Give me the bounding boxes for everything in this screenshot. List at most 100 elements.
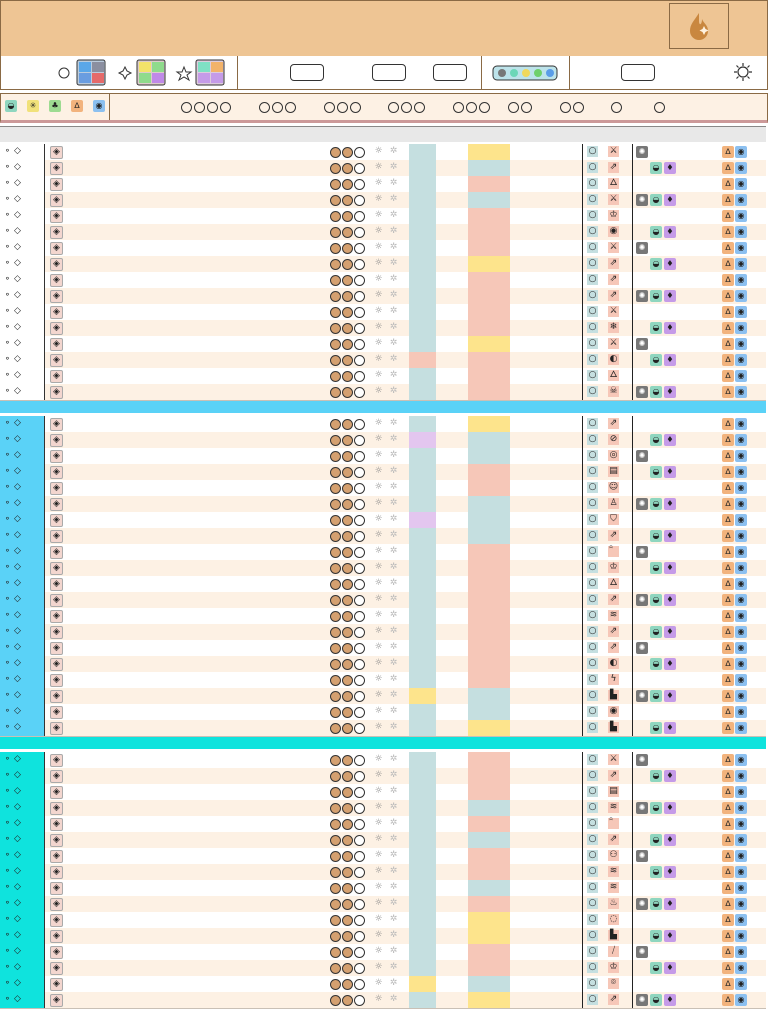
diamond-icon[interactable]: ◇ — [14, 530, 21, 540]
sun-icon[interactable]: ☼ — [374, 306, 383, 316]
character-icon[interactable]: ◈ — [50, 482, 63, 495]
filter-pill-4[interactable] — [621, 64, 655, 81]
circle-toggle[interactable]: ○ — [587, 754, 598, 765]
constellation-dot[interactable] — [354, 803, 365, 814]
constellation-dot[interactable] — [354, 643, 365, 654]
constellation-dot[interactable] — [342, 675, 353, 686]
constellation-dot[interactable] — [342, 435, 353, 446]
constellation-dot[interactable] — [354, 867, 365, 878]
constellation-dot[interactable] — [330, 531, 341, 542]
circle-toggle[interactable]: ○ — [587, 322, 598, 333]
table-row[interactable]: ∘ ◇ ◈ ☼ ✲ ○ ❄ ᐃ ◉ ◒ ♦ — [0, 320, 766, 337]
table-row[interactable]: ∘ ◇ ◈ ☼ ✲ ○ ◉ ᐃ ◉ ◒ ♦ — [0, 224, 766, 241]
diamond-icon[interactable]: ◇ — [14, 146, 21, 156]
diamond-icon[interactable]: ◇ — [14, 546, 21, 556]
constellation-dot[interactable] — [330, 867, 341, 878]
constellation-dot[interactable] — [354, 211, 365, 222]
sun-icon[interactable]: ☼ — [374, 194, 383, 204]
diamond-icon[interactable]: ◇ — [14, 162, 21, 172]
table-row[interactable]: ∘ ◇ ◈ ☼ ✲ ○ ⚇ ᐃ ◉ ✺ — [0, 848, 766, 865]
diamond-icon[interactable]: ◇ — [14, 722, 21, 732]
circle-toggle[interactable]: ○ — [587, 658, 598, 669]
circle-toggle[interactable]: ○ — [587, 818, 598, 829]
constellation-dot[interactable] — [354, 771, 365, 782]
constellation-dot[interactable] — [330, 787, 341, 798]
table-row[interactable]: ∘ ◇ ◈ ☼ ✲ ○ ≋ ᐃ ◉ ◒ ♦ — [0, 864, 766, 881]
character-icon[interactable]: ◈ — [50, 306, 63, 319]
circle-toggle[interactable]: ○ — [587, 978, 598, 989]
constellation-dot[interactable] — [330, 259, 341, 270]
constellation-dot[interactable] — [330, 387, 341, 398]
filter-circle[interactable] — [336, 102, 348, 113]
owned-toggle[interactable]: ∘ — [4, 194, 11, 204]
table-row[interactable]: ∘ ◇ ◈ ☼ ✲ ○ ⇗ ᐃ ◉ ✺ ◒ ♦ — [0, 592, 766, 609]
constellation-dot[interactable] — [342, 355, 353, 366]
owned-toggle[interactable]: ∘ — [4, 658, 11, 668]
character-icon[interactable]: ◈ — [50, 226, 63, 239]
circle-toggle[interactable]: ○ — [587, 610, 598, 621]
constellation-dot[interactable] — [354, 931, 365, 942]
sun-icon[interactable]: ☼ — [374, 978, 383, 988]
constellation-dot[interactable] — [342, 915, 353, 926]
owned-toggle[interactable]: ∘ — [4, 930, 11, 940]
constellation-dot[interactable] — [342, 707, 353, 718]
table-row[interactable]: ∘ ◇ ◈ ☼ ✲ ○ ♔ ᐃ ◉ ◒ ♦ — [0, 960, 766, 977]
constellation-dot[interactable] — [342, 979, 353, 990]
table-row[interactable]: ∘ ◇ ◈ ☼ ✲ ○ ⚔ ᐃ ◉ ✺ — [0, 752, 766, 769]
circle-toggle[interactable]: ○ — [587, 882, 598, 893]
constellation-dot[interactable] — [330, 419, 341, 430]
diamond-icon[interactable]: ◇ — [14, 338, 21, 348]
constellation-dot[interactable] — [330, 563, 341, 574]
diamond-icon[interactable]: ◇ — [14, 578, 21, 588]
character-icon[interactable]: ◈ — [50, 674, 63, 687]
circle-toggle[interactable]: ○ — [587, 466, 598, 477]
character-icon[interactable]: ◈ — [50, 642, 63, 655]
bolt-icon[interactable]: ϟ — [608, 674, 619, 685]
character-icon[interactable]: ◈ — [50, 914, 63, 927]
pyro-logo-button[interactable] — [669, 3, 729, 49]
constellation-dot[interactable] — [354, 387, 365, 398]
circle-toggle[interactable]: ○ — [587, 850, 598, 861]
brain-icon[interactable]: ⚇ — [608, 850, 619, 861]
character-icon[interactable]: ◈ — [50, 610, 63, 623]
diamond-icon[interactable]: ◇ — [14, 178, 21, 188]
constellation-dot[interactable] — [342, 275, 353, 286]
character-icon[interactable]: ◈ — [50, 898, 63, 911]
table-row[interactable]: ∘ ◇ ◈ ☼ ✲ ○ 🜂 ᐃ ◉ — [0, 176, 766, 193]
sun-icon[interactable]: ☼ — [374, 242, 383, 252]
table-row[interactable]: ∘ ◇ ◈ ☼ ✲ ○ ▙ ᐃ ◉ ◒ ♦ — [0, 720, 766, 737]
character-icon[interactable]: ◈ — [50, 274, 63, 287]
constellation-dot[interactable] — [330, 851, 341, 862]
constellation-dot[interactable] — [330, 371, 341, 382]
diamond-icon[interactable]: ◇ — [14, 786, 21, 796]
arrow-icon[interactable]: ⇗ — [608, 274, 619, 285]
constellation-dot[interactable] — [342, 163, 353, 174]
character-icon[interactable]: ◈ — [50, 466, 63, 479]
filter-circle[interactable] — [507, 102, 519, 113]
filter-circle[interactable] — [466, 102, 477, 113]
circle-toggle[interactable]: ○ — [587, 242, 598, 253]
table-row[interactable]: ∘ ◇ ◈ ☼ ✲ ○ ⚔ ᐃ ◉ — [0, 304, 766, 321]
fire-icon[interactable]: ♨ — [608, 898, 619, 909]
circle-toggle[interactable]: ○ — [587, 866, 598, 877]
circle-toggle[interactable]: ○ — [587, 962, 598, 973]
sun-icon[interactable]: ☼ — [374, 434, 383, 444]
constellation-dot[interactable] — [330, 883, 341, 894]
diamond-icon[interactable]: ◇ — [14, 658, 21, 668]
table-row[interactable]: ∘ ◇ ◈ ☼ ✲ ○ ⚔ ᐃ ◉ ✺ ◒ ♦ — [0, 192, 766, 209]
owned-toggle[interactable]: ∘ — [4, 498, 11, 508]
owned-toggle[interactable]: ∘ — [4, 274, 11, 284]
owned-toggle[interactable]: ∘ — [4, 482, 11, 492]
filter-circle[interactable] — [220, 102, 231, 113]
character-icon[interactable]: ◈ — [50, 594, 63, 607]
sun-icon[interactable]: ☼ — [374, 290, 383, 300]
constellation-dot[interactable] — [342, 307, 353, 318]
sun-icon[interactable]: ☼ — [374, 274, 383, 284]
constellation-dot[interactable] — [330, 963, 341, 974]
constellation-dot[interactable] — [354, 579, 365, 590]
constellation-dot[interactable] — [354, 707, 365, 718]
circle-toggle[interactable]: ○ — [587, 338, 598, 349]
filter-circle[interactable] — [284, 102, 296, 113]
sun-icon[interactable]: ☼ — [374, 594, 383, 604]
owned-toggle[interactable]: ∘ — [4, 210, 11, 220]
